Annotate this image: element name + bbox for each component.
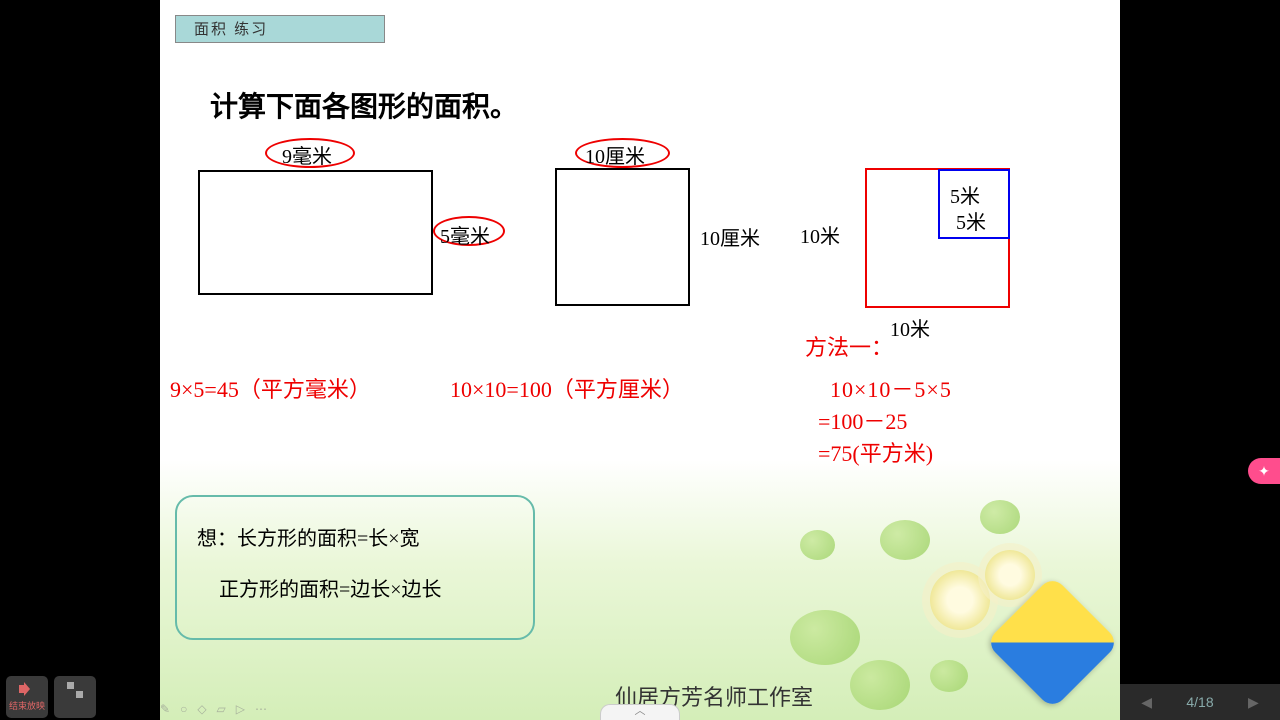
shape3-left-label: 10米 (800, 220, 840, 249)
answer-3-line2: =100－25 (818, 404, 907, 436)
tool-button-2[interactable] (54, 676, 96, 718)
shape3-inner-label1: 5米 (950, 180, 980, 209)
hint-box: 想：长方形的面积=长×宽 正方形的面积=边长×边长 (175, 495, 535, 640)
answer-3-line3: =75(平方米) (818, 436, 933, 468)
answer-3-line1: 10×10－5×5 (830, 372, 952, 404)
shape3-bottom-label: 10米 (890, 313, 930, 342)
bottom-toolbar: 结束放映 ✎ ○ ◇ ▱ ▷ ⋯ ︿ ◀ 4/18 ▶ (0, 684, 1280, 720)
exit-slideshow-button[interactable]: 结束放映 (6, 676, 48, 718)
shape2-right-label: 10厘米 (700, 222, 760, 251)
shape3-inner-label2: 5米 (956, 206, 986, 235)
shape2-top-label: 10厘米 (585, 140, 645, 169)
next-page-button[interactable]: ▶ (1240, 694, 1267, 711)
shape-square-2 (555, 168, 690, 306)
eraser-icon[interactable]: ◇ (197, 702, 206, 716)
more-icon[interactable]: ⋯ (255, 702, 267, 716)
total-pages: 18 (1198, 694, 1214, 710)
hint-line-2: 正方形的面积=边长×边长 (197, 573, 513, 602)
answer-3-method: 方法一： (805, 330, 893, 362)
page-title: 计算下面各图形的面积。 (210, 85, 518, 125)
page-navigation: ◀ 4/18 ▶ (1120, 684, 1280, 720)
circle-icon[interactable]: ○ (180, 702, 187, 716)
answer-2: 10×10=100（平方厘米） (450, 372, 684, 404)
current-page: 4 (1186, 694, 1194, 710)
tool-icon[interactable]: ▱ (217, 702, 226, 716)
slide-canvas: 面积 练习 计算下面各图形的面积。 9毫米 5毫米 10厘米 10厘米 10米 … (160, 0, 1120, 720)
mini-toolbar: ✎ ○ ◇ ▱ ▷ ⋯ (160, 700, 267, 718)
expand-handle[interactable]: ︿ (600, 704, 680, 720)
float-badge[interactable]: ✦ (1248, 458, 1280, 484)
exit-button-label: 结束放映 (9, 701, 45, 711)
shape-rectangle-1 (198, 170, 433, 295)
pointer-icon[interactable]: ▷ (236, 702, 245, 716)
shape1-right-label: 5毫米 (440, 220, 490, 249)
prev-page-button[interactable]: ◀ (1133, 694, 1160, 711)
page-indicator[interactable]: 4/18 (1186, 694, 1213, 710)
header-tab: 面积 练习 (175, 15, 385, 43)
hint-line-1: 想：长方形的面积=长×宽 (197, 522, 513, 551)
shape1-top-label: 9毫米 (282, 140, 332, 169)
answer-1: 9×5=45（平方毫米） (170, 372, 371, 404)
pen-icon[interactable]: ✎ (160, 702, 170, 716)
